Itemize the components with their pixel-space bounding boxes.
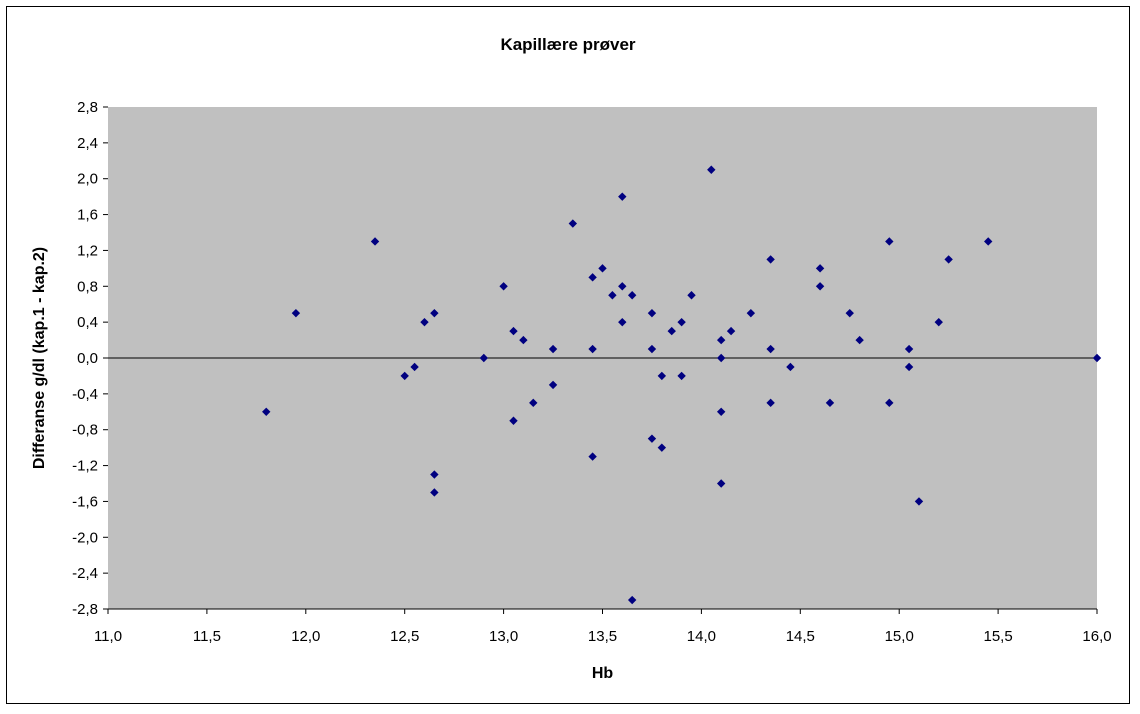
data-point xyxy=(1092,353,1102,363)
data-point xyxy=(707,165,716,174)
data-point xyxy=(786,362,795,372)
y-tick-label: -0,8 xyxy=(72,422,98,439)
y-tick-label: 0,8 xyxy=(77,278,98,295)
x-tick-label: 16,0 xyxy=(1082,628,1111,645)
data-point xyxy=(410,362,419,372)
y-tick-label: 0,0 xyxy=(77,350,98,367)
data-point xyxy=(499,282,508,291)
data-point xyxy=(815,282,825,291)
y-tick-label: 1,2 xyxy=(77,242,98,259)
data-point xyxy=(647,344,657,354)
data-point xyxy=(568,219,578,228)
y-tick-label: -1,2 xyxy=(72,458,98,475)
data-points xyxy=(262,165,1102,605)
data-point xyxy=(262,407,271,416)
data-point xyxy=(766,398,775,408)
chart-title: Kapillære prøver xyxy=(500,35,635,54)
x-axis-label: Hb xyxy=(592,665,614,682)
data-point xyxy=(825,398,835,408)
data-point xyxy=(716,353,726,363)
data-point xyxy=(687,291,696,300)
data-point xyxy=(657,371,667,381)
data-point xyxy=(914,497,924,506)
data-point xyxy=(904,344,914,354)
y-tick-label: 0,4 xyxy=(77,314,98,331)
data-point xyxy=(667,326,676,336)
data-point xyxy=(716,479,726,488)
y-tick-label: -0,4 xyxy=(72,386,98,403)
y-tick-label: 2,0 xyxy=(77,171,98,188)
data-point xyxy=(716,335,726,345)
data-point xyxy=(766,344,775,354)
data-point xyxy=(618,317,627,327)
data-point xyxy=(370,237,380,246)
data-point xyxy=(904,362,914,372)
data-point xyxy=(400,371,409,381)
x-axis-ticks: 11,0 11,5 12,0 12,5 13,0 13,5 14,0 14,5 15,0 15,5… xyxy=(94,608,1112,645)
data-point xyxy=(934,317,943,327)
data-point xyxy=(627,291,637,300)
data-point xyxy=(677,371,686,381)
x-tick-label: 13,5 xyxy=(588,628,617,645)
data-point xyxy=(430,308,439,318)
data-point xyxy=(647,434,657,443)
data-point xyxy=(746,308,756,318)
data-point xyxy=(598,264,607,273)
data-point xyxy=(529,398,538,408)
y-tick-label: 1,6 xyxy=(77,207,98,224)
data-point xyxy=(430,470,439,479)
data-point xyxy=(766,255,775,264)
data-point xyxy=(509,326,518,336)
data-point xyxy=(430,488,439,497)
data-point xyxy=(509,416,518,425)
data-point xyxy=(885,398,894,408)
data-point xyxy=(588,452,597,461)
data-point xyxy=(984,237,993,246)
x-tick-label: 12,5 xyxy=(390,628,419,645)
data-point xyxy=(479,353,489,363)
data-point xyxy=(657,443,667,452)
data-point xyxy=(548,380,558,390)
data-point xyxy=(647,308,657,318)
data-point xyxy=(627,595,637,605)
y-axis-label: Differanse g/dl (kap.1 - kap.2) xyxy=(31,247,48,469)
y-tick-label: -1,6 xyxy=(72,493,98,510)
data-point xyxy=(726,326,736,336)
data-point xyxy=(815,264,825,273)
data-point xyxy=(855,335,864,345)
x-tick-label: 11,0 xyxy=(94,628,122,645)
data-point xyxy=(588,273,597,282)
data-point xyxy=(716,407,726,416)
data-point xyxy=(519,335,528,345)
data-point xyxy=(944,255,953,264)
data-point xyxy=(420,317,429,327)
x-tick-label: 14,0 xyxy=(687,628,716,645)
data-point xyxy=(845,308,854,318)
x-tick-label: 15,5 xyxy=(983,628,1012,645)
y-tick-label: -2,0 xyxy=(72,529,98,546)
y-tick-label: -2,8 xyxy=(72,601,98,618)
data-point xyxy=(588,344,597,354)
y-tick-label: 2,4 xyxy=(77,135,98,152)
data-point xyxy=(885,237,894,246)
x-tick-label: 11,5 xyxy=(193,628,221,645)
data-point xyxy=(618,192,627,201)
x-tick-label: 13,0 xyxy=(489,628,518,645)
y-tick-label: 2,8 xyxy=(77,99,98,116)
x-tick-label: 12,0 xyxy=(291,628,320,645)
y-tick-label: -2,4 xyxy=(72,565,98,582)
data-point xyxy=(618,282,627,291)
data-point xyxy=(608,291,617,300)
x-tick-label: 15,0 xyxy=(885,628,914,645)
y-axis-ticks: 2,8 2,4 2,0 1,6 1,2 0,8 0,4 0,0 -0,4 -0,8 -1,2 -1,6… xyxy=(72,99,108,618)
data-point xyxy=(677,317,686,327)
data-point xyxy=(548,344,558,354)
data-point xyxy=(291,308,301,318)
x-tick-label: 14,5 xyxy=(786,628,815,645)
